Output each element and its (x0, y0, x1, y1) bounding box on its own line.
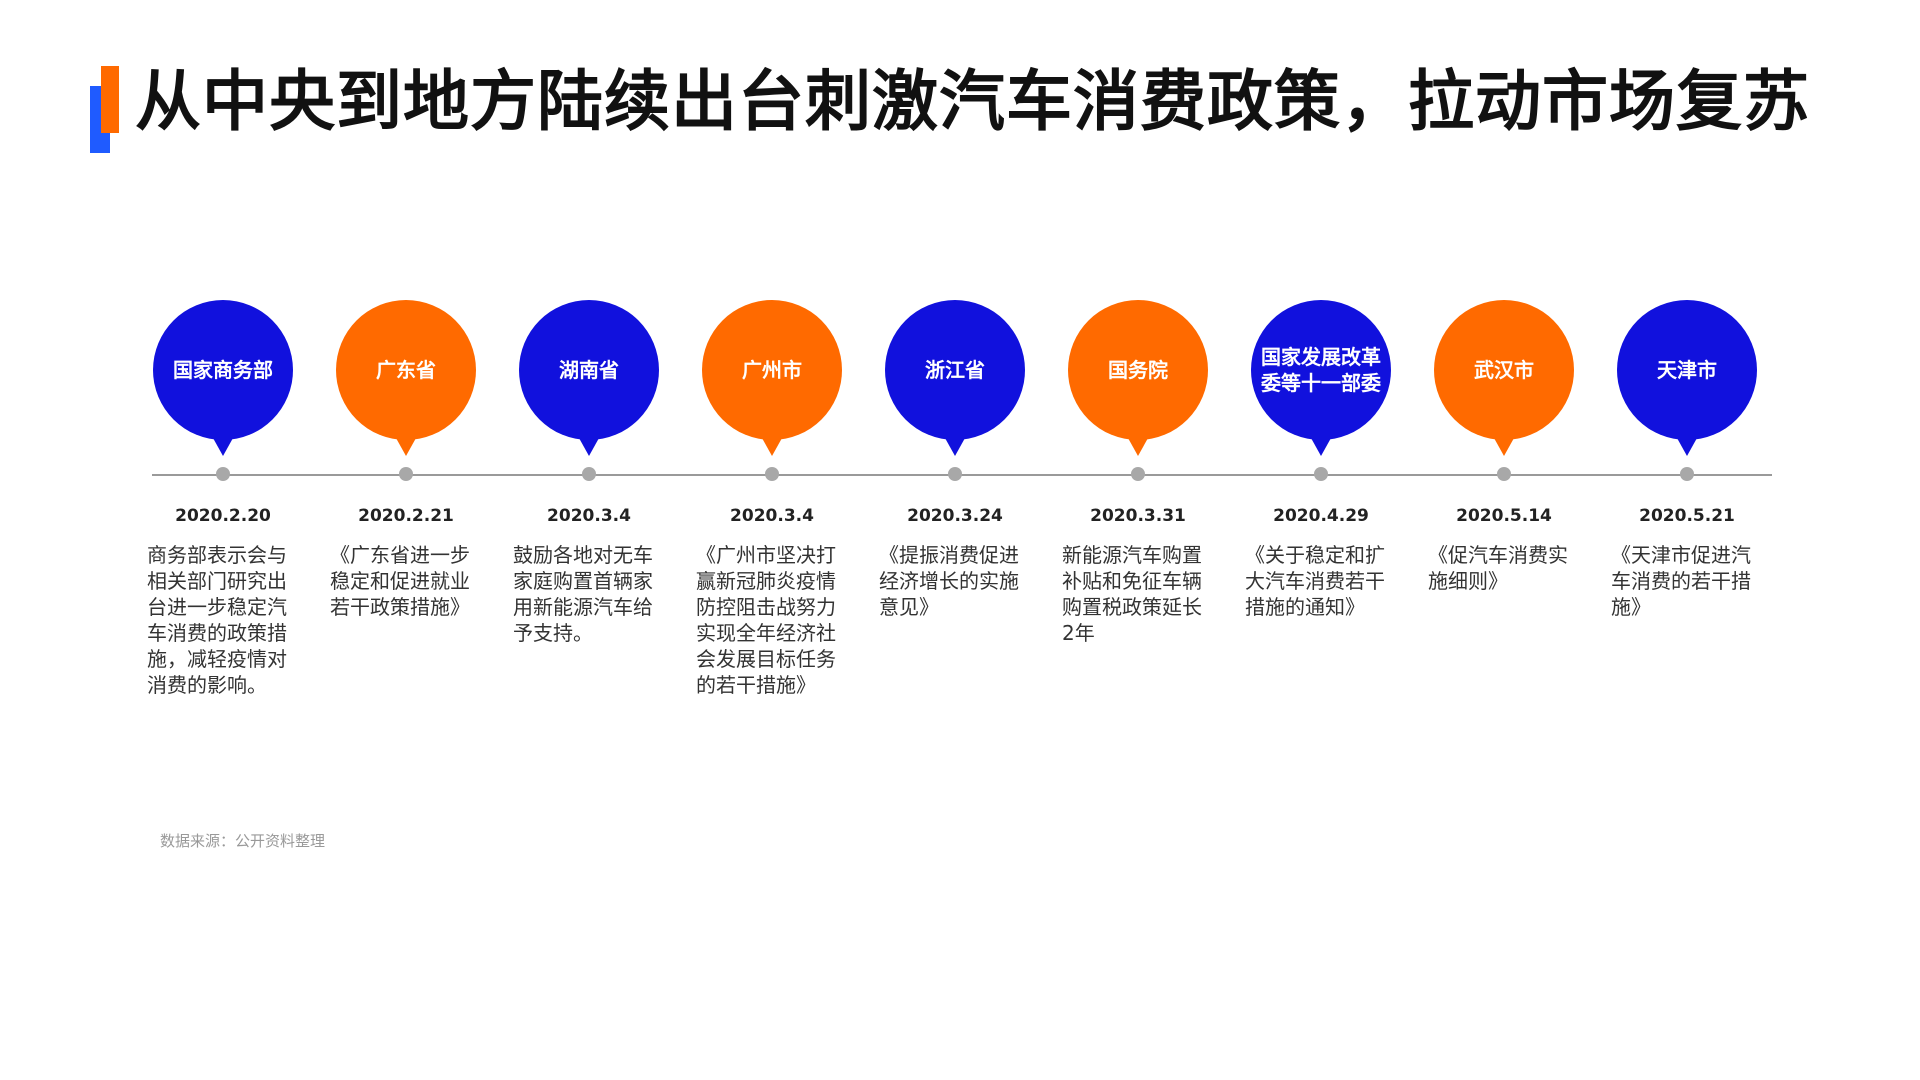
date-label: 2020.3.31 (1090, 506, 1186, 526)
authority-pin: 广东省 (336, 300, 476, 456)
timeline-node: 浙江省 2020.3.24 《提振消费促进经济增长的实施意见》 (863, 0, 1047, 800)
policy-description: 《广东省进一步稳定和促进就业若干政策措施》 (330, 543, 470, 619)
timeline-node: 湖南省 2020.3.4 鼓励各地对无车家庭购置首辆家用新能源汽车给予支持。 (497, 0, 681, 800)
data-source-note: 数据来源：公开资料整理 (160, 832, 326, 850)
authority-pin: 浙江省 (885, 300, 1025, 456)
timeline-dot (1314, 467, 1328, 481)
policy-description: 商务部表示会与相关部门研究出台进一步稳定汽车消费的政策措施，减轻疫情对消费的影响… (147, 543, 287, 697)
authority-pin: 国务院 (1068, 300, 1208, 456)
policy-description: 《广州市坚决打赢新冠肺炎疫情防控阻击战努力实现全年经济社会发展目标任务的若干措施… (696, 543, 836, 697)
timeline-dot (765, 467, 779, 481)
authority-pin: 天津市 (1617, 300, 1757, 456)
timeline-node: 广州市 2020.3.4 《广州市坚决打赢新冠肺炎疫情防控阻击战努力实现全年经济… (680, 0, 864, 800)
title-accent-orange-bar (101, 66, 119, 133)
timeline-dot (582, 467, 596, 481)
timeline-dot (1131, 467, 1145, 481)
timeline-node: 天津市 2020.5.21 《天津市促进汽车消费的若干措施》 (1595, 0, 1779, 800)
date-label: 2020.5.14 (1456, 506, 1552, 526)
policy-description: 新能源汽车购置补贴和免征车辆购置税政策延长2年 (1062, 543, 1202, 645)
timeline-dot (948, 467, 962, 481)
date-label: 2020.3.24 (907, 506, 1003, 526)
authority-label: 湖南省 (559, 358, 619, 382)
policy-description: 《关于稳定和扩大汽车消费若干措施的通知》 (1245, 543, 1385, 619)
authority-pin: 国家商务部 (153, 300, 293, 456)
date-label: 2020.4.29 (1273, 506, 1369, 526)
timeline-axis (152, 474, 1772, 476)
date-label: 2020.3.4 (730, 506, 814, 526)
policy-description: 鼓励各地对无车家庭购置首辆家用新能源汽车给予支持。 (513, 543, 653, 645)
timeline-node: 国家发展改革委等十一部委 2020.4.29 《关于稳定和扩大汽车消费若干措施的… (1229, 0, 1413, 800)
timeline-dot (216, 467, 230, 481)
timeline-node: 武汉市 2020.5.14 《促汽车消费实施细则》 (1412, 0, 1596, 800)
authority-label: 武汉市 (1474, 358, 1534, 382)
authority-label: 广东省 (376, 358, 436, 382)
authority-pin: 广州市 (702, 300, 842, 456)
policy-description: 《促汽车消费实施细则》 (1428, 543, 1568, 593)
date-label: 2020.2.21 (358, 506, 454, 526)
timeline-node: 国家商务部 2020.2.20 商务部表示会与相关部门研究出台进一步稳定汽车消费… (131, 0, 315, 800)
policy-description: 《提振消费促进经济增长的实施意见》 (879, 543, 1019, 619)
date-label: 2020.3.4 (547, 506, 631, 526)
authority-pin: 湖南省 (519, 300, 659, 456)
policy-description: 《天津市促进汽车消费的若干措施》 (1611, 543, 1751, 619)
timeline-node: 广东省 2020.2.21 《广东省进一步稳定和促进就业若干政策措施》 (314, 0, 498, 800)
authority-label: 国家商务部 (173, 358, 273, 382)
authority-label: 浙江省 (925, 358, 985, 382)
timeline-dot (1680, 467, 1694, 481)
authority-pin: 国家发展改革委等十一部委 (1251, 300, 1391, 456)
date-label: 2020.5.21 (1639, 506, 1735, 526)
authority-label: 国家发展改革委等十一部委 (1261, 345, 1381, 395)
timeline-dot (399, 467, 413, 481)
authority-label: 国务院 (1108, 358, 1168, 382)
date-label: 2020.2.20 (175, 506, 271, 526)
timeline-dot (1497, 467, 1511, 481)
timeline-node: 国务院 2020.3.31 新能源汽车购置补贴和免征车辆购置税政策延长2年 (1046, 0, 1230, 800)
authority-label: 广州市 (742, 358, 802, 382)
authority-label: 天津市 (1657, 358, 1717, 382)
page-title: 从中央到地方陆续出台刺激汽车消费政策，拉动市场复苏 (135, 63, 1810, 140)
authority-pin: 武汉市 (1434, 300, 1574, 456)
